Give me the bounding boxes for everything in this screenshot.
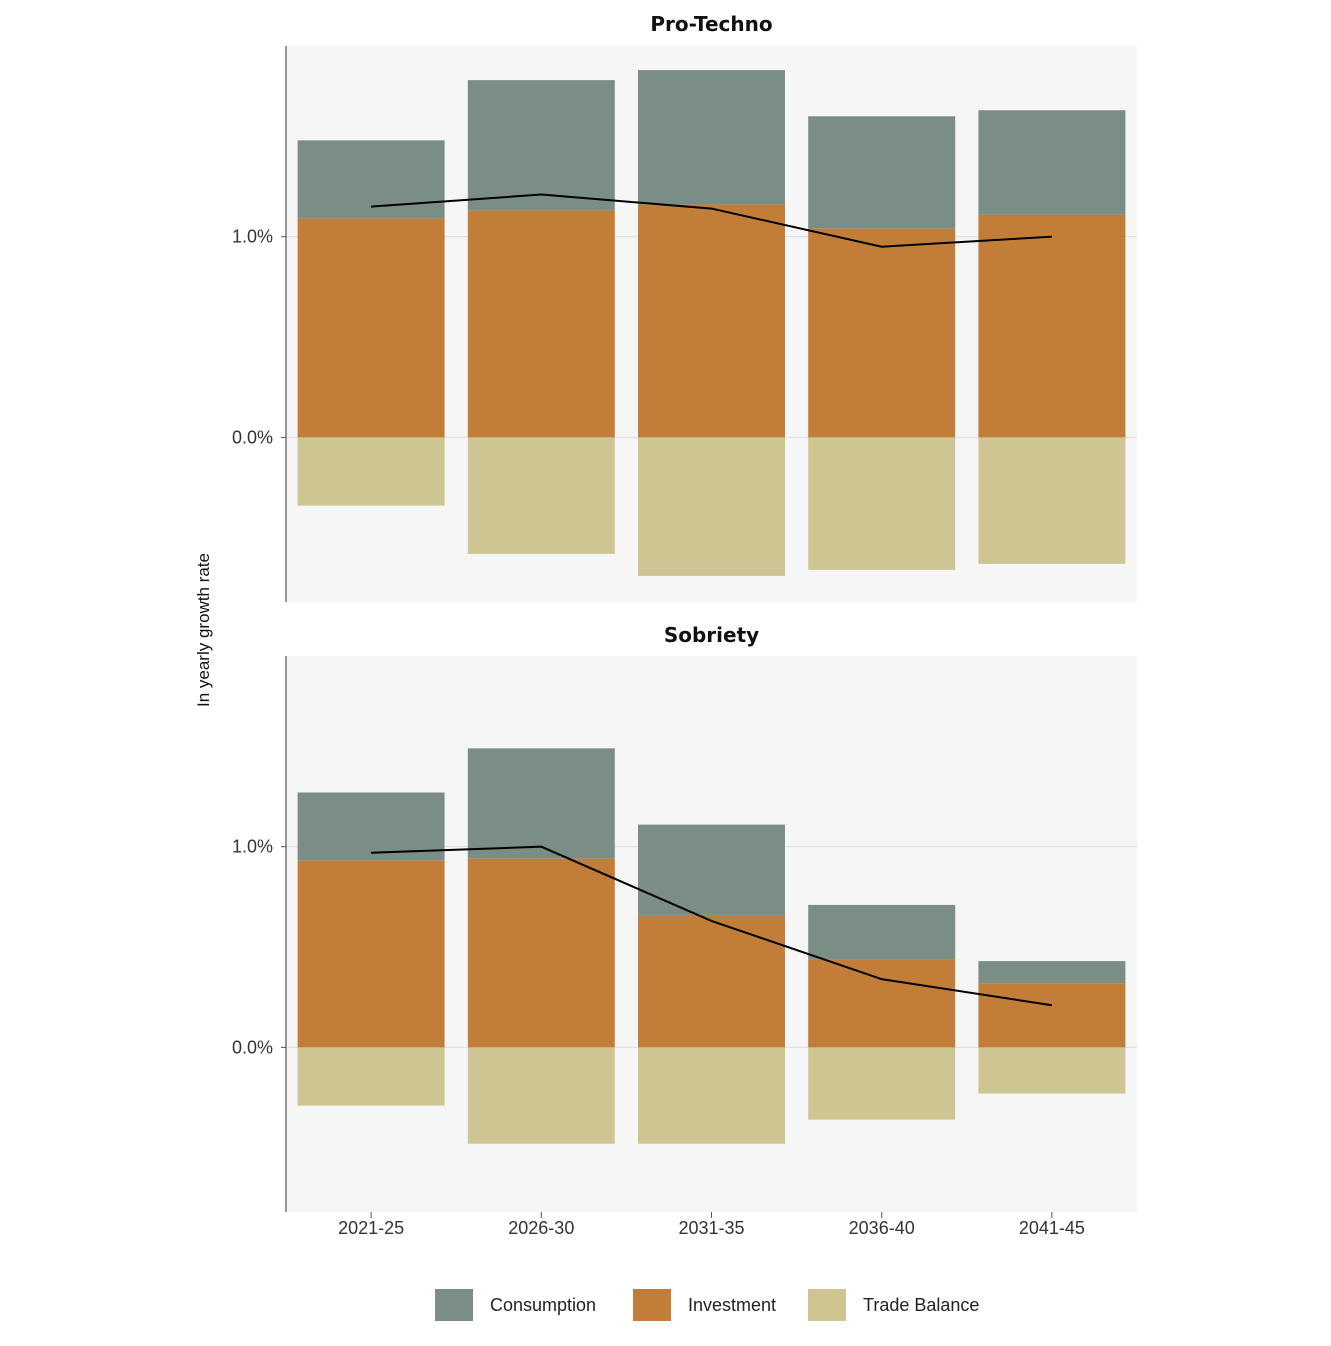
bar-trade-balance-2021-25 [297, 437, 445, 506]
panel-sobriety: Sobriety 0.0% 1.0% [232, 623, 1137, 1212]
bar-consumption-2031-35 [638, 824, 785, 915]
bar-consumption-2026-30 [467, 748, 615, 859]
panel-title: Sobriety [664, 623, 759, 647]
x-axis: 2021-25 2026-30 2031-35 2036-40 2041-45 [338, 1212, 1085, 1238]
y-tick-label: 0.0% [232, 1037, 273, 1057]
bar-investment-2036-40 [808, 228, 956, 438]
bar-investment-2041-45 [978, 983, 1126, 1048]
bar-trade-balance-2031-35 [638, 437, 785, 576]
legend: Consumption Investment Trade Balance [435, 1289, 979, 1321]
panel-title: Pro-Techno [650, 12, 772, 36]
y-axis-label: In yearly growth rate [194, 553, 213, 707]
legend-item-investment: Investment [633, 1289, 776, 1321]
x-tick-label: 2021-25 [338, 1218, 404, 1238]
bar-consumption-2036-40 [808, 904, 956, 960]
bar-investment-2031-35 [638, 204, 785, 438]
legend-item-trade-balance: Trade Balance [808, 1289, 979, 1321]
x-tick-label: 2026-30 [508, 1218, 574, 1238]
panel-pro-techno: Pro-Techno 0.0% 1.0% [232, 12, 1137, 602]
bar-consumption-2041-45 [978, 110, 1126, 215]
bar-consumption-2021-25 [297, 792, 445, 861]
bar-investment-2021-25 [297, 218, 445, 438]
x-tick-label: 2031-35 [678, 1218, 744, 1238]
bar-investment-2021-25 [297, 860, 445, 1048]
bar-consumption-2036-40 [808, 116, 956, 229]
bar-trade-balance-2026-30 [467, 437, 615, 554]
legend-swatch [633, 1289, 671, 1321]
bar-trade-balance-2036-40 [808, 1047, 956, 1120]
bar-trade-balance-2041-45 [978, 1047, 1126, 1094]
bar-trade-balance-2041-45 [978, 437, 1126, 564]
total-growth-line [371, 193, 1052, 248]
bar-investment-2036-40 [808, 959, 956, 1048]
bar-investment-2031-35 [638, 914, 785, 1048]
legend-label: Trade Balance [863, 1295, 979, 1315]
legend-label: Consumption [490, 1295, 596, 1315]
total-growth-line [371, 845, 1053, 1007]
x-tick-label: 2041-45 [1019, 1218, 1085, 1238]
y-tick-label: 1.0% [232, 227, 273, 247]
panels: Pro-Techno 0.0% 1.0% Sobriety 0.0% 1.0% [232, 12, 1137, 1212]
bar-consumption-2041-45 [978, 961, 1126, 984]
y-tick-label: 0.0% [232, 427, 273, 447]
bar-investment-2026-30 [467, 858, 615, 1048]
bar-consumption-2031-35 [638, 70, 785, 205]
bar-investment-2041-45 [978, 214, 1126, 438]
bar-consumption-2026-30 [467, 80, 615, 211]
legend-swatch [808, 1289, 846, 1321]
bar-investment-2026-30 [467, 210, 615, 438]
bar-trade-balance-2021-25 [297, 1047, 445, 1106]
legend-item-consumption: Consumption [435, 1289, 596, 1321]
bar-trade-balance-2031-35 [638, 1047, 785, 1144]
x-tick-label: 2036-40 [849, 1218, 915, 1238]
legend-label: Investment [688, 1295, 776, 1315]
bar-trade-balance-2026-30 [467, 1047, 615, 1144]
bar-trade-balance-2036-40 [808, 437, 956, 570]
legend-swatch [435, 1289, 473, 1321]
y-tick-label: 1.0% [232, 837, 273, 857]
bar-consumption-2021-25 [297, 140, 445, 219]
